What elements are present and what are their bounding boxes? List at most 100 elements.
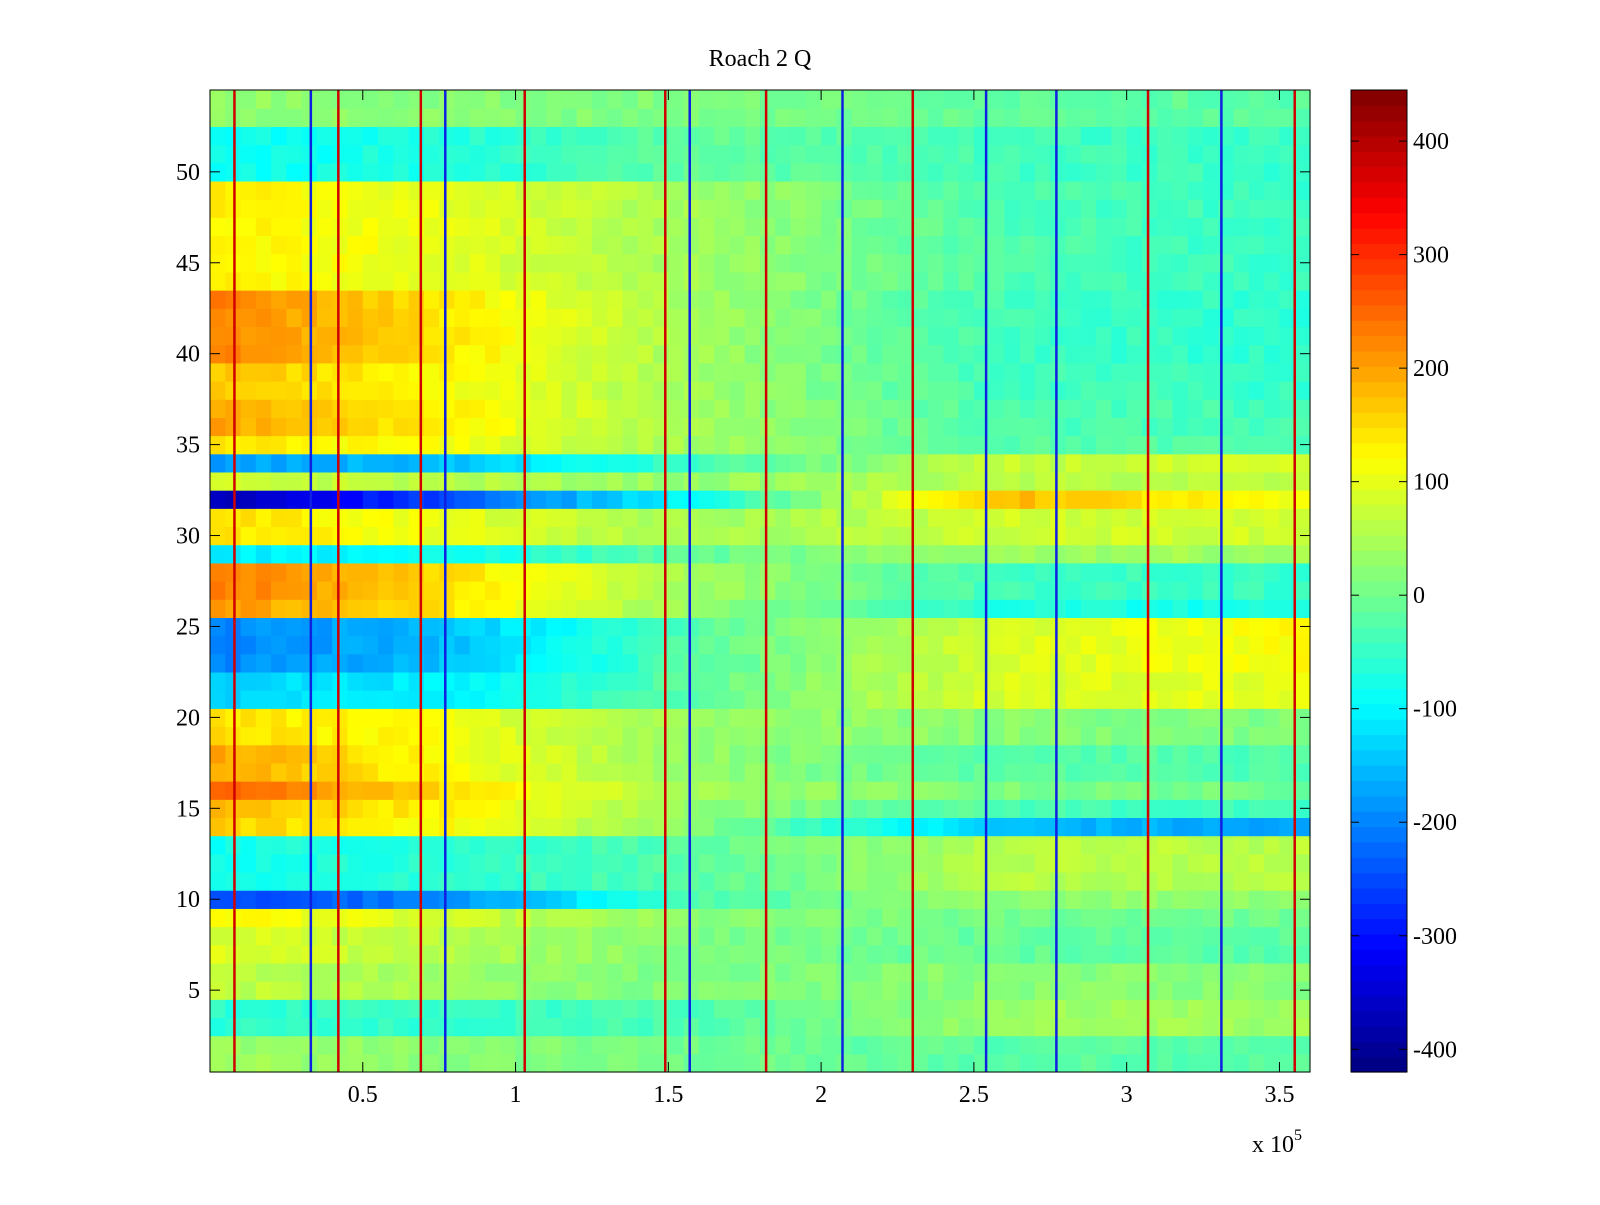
heatmap-cell: [255, 671, 272, 691]
heatmap-cell: [591, 399, 608, 418]
heatmap-cell: [1111, 781, 1128, 800]
heatmap-cell: [928, 399, 944, 418]
colorbar-band: [1351, 442, 1407, 459]
heatmap-cell: [1141, 199, 1158, 218]
heatmap-cell: [637, 817, 654, 837]
heatmap-cell: [668, 380, 685, 400]
heatmap-cell: [729, 562, 746, 582]
heatmap-cell: [760, 908, 776, 928]
heatmap-cell: [683, 962, 700, 982]
heatmap-cell: [607, 871, 624, 891]
heatmap-cell: [912, 217, 929, 237]
heatmap-cell: [698, 508, 715, 528]
heatmap-cell: [1157, 508, 1174, 528]
heatmap-cell: [332, 690, 349, 709]
heatmap-cell: [805, 744, 822, 764]
heatmap-cell: [1126, 562, 1143, 582]
heatmap-cell: [836, 544, 853, 564]
heatmap-cell: [362, 417, 379, 437]
heatmap-cell: [1157, 308, 1174, 328]
heatmap-cell: [485, 544, 501, 564]
heatmap-cell: [668, 362, 685, 382]
heatmap-cell: [1035, 762, 1051, 782]
colorbar-band: [1351, 903, 1407, 920]
heatmap-cell: [362, 1035, 379, 1055]
heatmap-cell: [866, 708, 883, 728]
heatmap-cell: [1233, 380, 1250, 400]
heatmap-cell: [821, 653, 837, 673]
heatmap-cell: [1264, 90, 1281, 109]
heatmap-cell: [469, 326, 486, 346]
heatmap-cell: [1279, 1053, 1296, 1073]
heatmap-cell: [760, 290, 776, 309]
heatmap-cell: [653, 999, 669, 1019]
heatmap-cell: [744, 217, 761, 237]
heatmap-cell: [286, 199, 303, 218]
heatmap-cell: [454, 762, 471, 782]
heatmap-cell: [882, 981, 899, 1000]
heatmap-cell: [958, 326, 975, 346]
heatmap-cell: [1279, 799, 1296, 819]
heatmap-cell: [790, 526, 807, 546]
heatmap-cell: [882, 199, 899, 218]
heatmap-cell: [653, 1035, 669, 1055]
heatmap-cell: [1279, 981, 1296, 1000]
heatmap-cell: [1187, 653, 1204, 673]
heatmap-cell: [714, 744, 731, 764]
heatmap-cell: [546, 1017, 562, 1037]
heatmap-cell: [255, 108, 272, 127]
heatmap-cell: [1111, 744, 1128, 764]
heatmap-cell: [546, 217, 562, 237]
heatmap-cell: [362, 835, 379, 855]
heatmap-cell: [958, 708, 975, 728]
heatmap-cell: [1080, 126, 1097, 146]
heatmap-cell: [1187, 399, 1204, 418]
heatmap-cell: [576, 762, 593, 782]
colorbar-band: [1351, 228, 1407, 245]
heatmap-cell: [1248, 490, 1265, 509]
heatmap-cell: [912, 471, 929, 491]
heatmap-cell: [1004, 417, 1021, 437]
heatmap-cell: [851, 490, 868, 509]
heatmap-cell: [561, 599, 578, 618]
heatmap-cell: [286, 453, 303, 473]
heatmap-cell: [1111, 690, 1128, 709]
heatmap-cell: [698, 871, 715, 891]
heatmap-cell: [760, 108, 776, 127]
heatmap-cell: [622, 581, 639, 600]
heatmap-cell: [622, 962, 639, 982]
heatmap-cell: [1279, 380, 1296, 400]
heatmap-cell: [1004, 762, 1021, 782]
heatmap-cell: [408, 762, 425, 782]
heatmap-cell: [1111, 853, 1128, 873]
heatmap-cell: [989, 308, 1006, 328]
heatmap-cell: [500, 344, 517, 364]
heatmap-cell: [943, 817, 960, 837]
heatmap-cell: [1172, 744, 1189, 764]
heatmap-cell: [897, 617, 914, 637]
heatmap-cell: [1019, 1035, 1036, 1055]
heatmap-cell: [1248, 799, 1265, 819]
heatmap-cell: [882, 999, 899, 1019]
heatmap-cell: [255, 726, 272, 746]
heatmap-cell: [637, 762, 654, 782]
heatmap-cell: [1157, 944, 1174, 964]
heatmap-cell: [744, 926, 761, 946]
heatmap-cell: [240, 871, 257, 891]
heatmap-cell: [729, 380, 746, 400]
heatmap-cell: [1248, 671, 1265, 691]
heatmap-cell: [1279, 708, 1296, 728]
heatmap-cell: [408, 508, 425, 528]
heatmap-cell: [332, 908, 349, 928]
heatmap-cell: [591, 635, 608, 655]
colorbar-band: [1351, 335, 1407, 352]
heatmap-cell: [1050, 890, 1067, 909]
heatmap-cell: [1080, 399, 1097, 418]
heatmap-cell: [240, 817, 257, 837]
heatmap-cell: [882, 1053, 899, 1073]
heatmap-cell: [591, 690, 608, 709]
heatmap-cell: [1141, 271, 1158, 291]
heatmap-cell: [775, 653, 792, 673]
heatmap-cell: [1035, 544, 1051, 564]
y-tick-label: 30: [176, 524, 200, 550]
